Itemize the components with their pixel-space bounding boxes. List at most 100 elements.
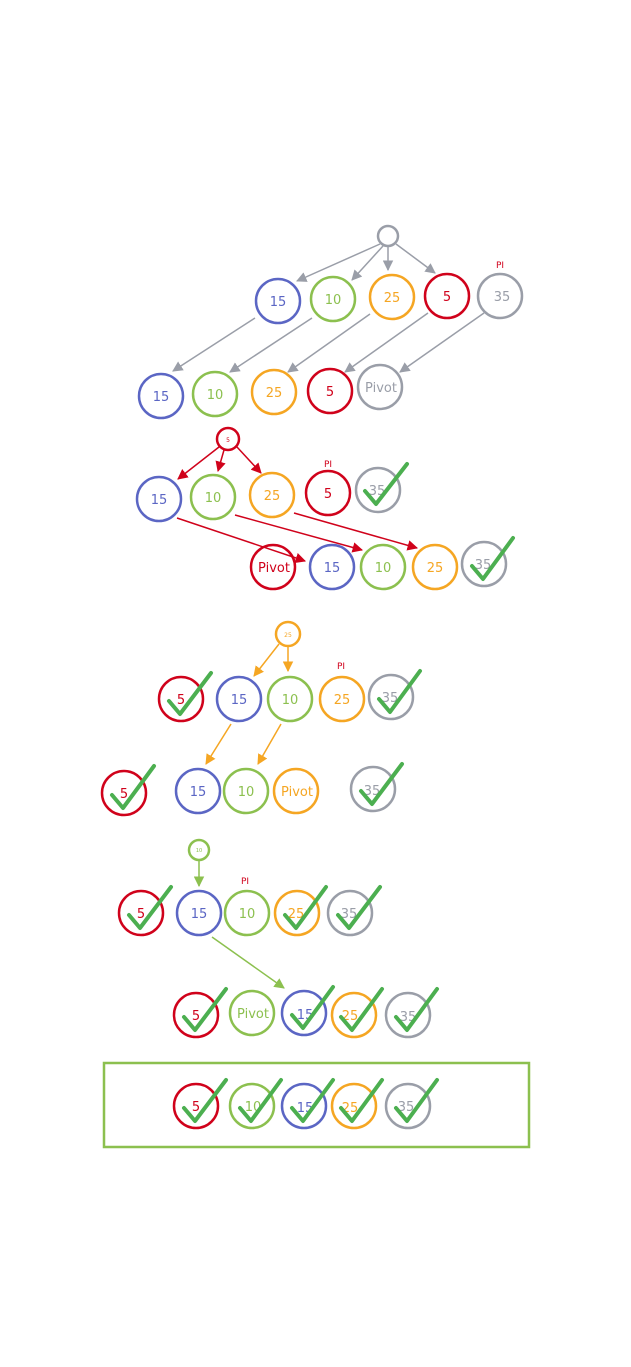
sorted-node: 5 xyxy=(117,885,173,937)
pointer-node-green xyxy=(187,838,211,862)
node-value: 10 xyxy=(239,907,256,922)
node-value: 35 xyxy=(475,558,492,573)
node: 10 xyxy=(222,767,270,815)
pi-label: PI xyxy=(324,460,332,470)
check-icon xyxy=(238,1078,283,1123)
node: 15 xyxy=(175,889,223,937)
pivot-label: Pivot xyxy=(281,785,313,800)
node-value: 15 xyxy=(191,907,208,922)
sorted-node: 5 xyxy=(100,764,156,817)
node-value: 15 xyxy=(190,785,207,800)
node-value: 10 xyxy=(207,388,224,403)
result-frame xyxy=(102,1061,531,1149)
check-icon xyxy=(283,885,328,930)
node: 15 xyxy=(137,372,185,420)
step-4: 10 PI 5 15 10 25 35 5 xyxy=(117,838,439,1039)
sorted-node: 25 xyxy=(273,885,328,937)
check-icon xyxy=(182,987,228,1032)
sorted-node: 15 xyxy=(280,1078,335,1130)
pivot-label: Pivot xyxy=(237,1007,269,1022)
pointer-arrows-gray xyxy=(296,243,436,282)
node-value: 25 xyxy=(288,907,305,922)
node-value: 15 xyxy=(151,493,168,508)
node-value: 10 xyxy=(238,785,255,800)
node-value: 15 xyxy=(231,693,248,708)
node-value: 5 xyxy=(137,907,145,922)
node: 10 xyxy=(191,370,239,418)
node-value: 10 xyxy=(375,561,392,576)
pointer-node-red xyxy=(215,426,241,452)
node-value: 15 xyxy=(153,390,170,405)
node-value: 35 xyxy=(494,290,511,305)
move-arrows-orange xyxy=(205,723,282,765)
node-value: 25 xyxy=(264,489,281,504)
node-value: 25 xyxy=(334,693,351,708)
pivot-label: Pivot xyxy=(365,381,397,396)
node-value: 15 xyxy=(324,561,341,576)
pivot-node: Pivot xyxy=(228,989,276,1037)
node-value: 5 xyxy=(443,290,451,305)
sorted-node: 35 xyxy=(384,987,439,1039)
pointer-arrows-red xyxy=(177,446,262,480)
check-icon xyxy=(394,1078,439,1123)
check-icon xyxy=(363,462,409,506)
node-value: 10 xyxy=(282,693,299,708)
node: 10 xyxy=(189,473,237,521)
check-icon xyxy=(290,1078,335,1123)
check-icon xyxy=(336,885,382,930)
node-value: 5 xyxy=(177,693,185,708)
sorted-node: 25 xyxy=(330,1078,384,1130)
sorted-node: 35 xyxy=(326,885,382,937)
node-value: 10 xyxy=(205,491,222,506)
step-3: 25 PI 5 15 10 25 35 xyxy=(100,620,422,817)
check-icon xyxy=(339,987,384,1032)
pi-label: PI xyxy=(337,662,345,672)
node-value: 10 xyxy=(325,293,342,308)
pivot-label: Pivot xyxy=(258,561,290,576)
node-value: 15 xyxy=(270,295,287,310)
pointer-value: 10 xyxy=(196,848,202,854)
node: 5 xyxy=(304,469,352,517)
node: 25 xyxy=(318,675,366,723)
node-value: 35 xyxy=(382,691,399,706)
pointer-value: 25 xyxy=(284,632,292,639)
check-icon xyxy=(167,671,213,716)
move-arrows-red xyxy=(176,512,419,563)
node-value: 5 xyxy=(192,1100,200,1115)
move-arrows-gray xyxy=(172,312,485,373)
node-value: 5 xyxy=(120,787,128,802)
node: 10 xyxy=(266,675,314,723)
final-result: 5 10 15 25 35 xyxy=(102,1061,531,1149)
node: 15 xyxy=(135,475,183,523)
pointer-node-orange xyxy=(274,620,302,648)
pointer-node-gray xyxy=(376,224,400,248)
node: 25 xyxy=(411,543,459,591)
node: 35 xyxy=(476,272,524,320)
pivot-node: Pivot xyxy=(249,543,297,591)
step-2: 5 PI 15 10 25 5 35 xyxy=(135,426,515,591)
node-value: 5 xyxy=(326,385,334,400)
check-icon xyxy=(110,764,156,810)
check-icon xyxy=(339,1078,384,1123)
node: 15 xyxy=(215,675,263,723)
sorted-node: 35 xyxy=(367,669,422,721)
sorted-node: 35 xyxy=(384,1078,439,1130)
node: 15 xyxy=(174,767,222,815)
node: 25 xyxy=(250,368,298,416)
step-1: PI 15 10 25 5 35 15 xyxy=(137,224,524,420)
node: 5 xyxy=(423,272,471,320)
pi-label: PI xyxy=(241,877,249,887)
sorted-node: 5 xyxy=(157,671,213,723)
node-value: 25 xyxy=(266,386,283,401)
sorted-node: 35 xyxy=(349,762,404,813)
node-value: 35 xyxy=(398,1100,415,1115)
node: 25 xyxy=(368,273,416,321)
node: 15 xyxy=(308,543,356,591)
node: 15 xyxy=(254,277,302,325)
sorted-node: 5 xyxy=(172,987,228,1039)
pi-label: PI xyxy=(496,261,504,271)
check-icon xyxy=(127,885,173,930)
sorted-node: 25 xyxy=(330,987,384,1039)
node-value: 5 xyxy=(324,487,332,502)
